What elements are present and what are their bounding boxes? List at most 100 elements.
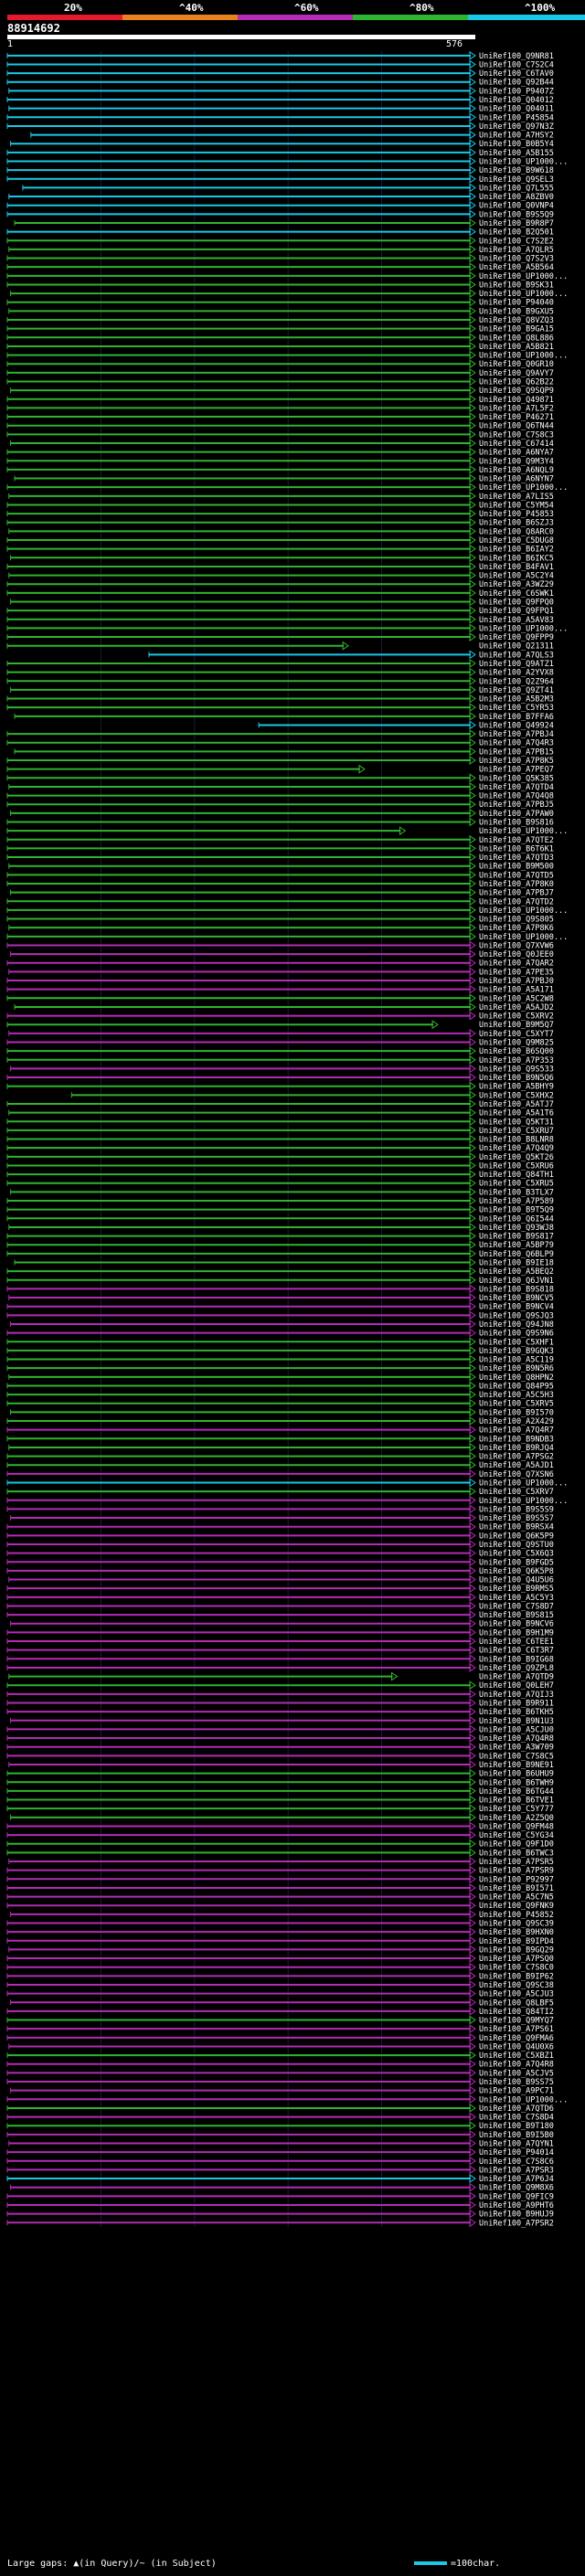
hit-arrow — [469, 1108, 476, 1118]
legend-label-100: ^100% — [525, 2, 556, 14]
hit-label: UniRef100_A7PBJ7 — [479, 889, 554, 898]
hit-row: UniRef100_C7S8D4 — [6, 2112, 554, 2123]
hit-row: UniRef100_B9IE18 — [14, 1257, 554, 1268]
hit-label: UniRef100_A7Q4R8 — [479, 2061, 554, 2070]
hit-row: UniRef100_Q6I544 — [6, 1214, 554, 1224]
hit-label: UniRef100_Q6K5P9 — [479, 1532, 554, 1541]
hit-label: UniRef100_UP1000... — [479, 352, 568, 361]
hit-row: UniRef100_P45854 — [6, 112, 554, 122]
hit-label: UniRef100_Q9ZT41 — [479, 686, 554, 695]
hit-row: UniRef100_C7S8C6 — [6, 2156, 554, 2167]
hit-arrow — [469, 667, 476, 677]
hit-arrow — [469, 270, 476, 281]
hit-row: UniRef100_C7S8C5 — [6, 1751, 554, 1761]
hit-row: UniRef100_UP1000... — [6, 270, 568, 281]
hit-label: UniRef100_B7FFA6 — [479, 713, 554, 722]
hit-label: UniRef100_Q6K5P8 — [479, 1567, 554, 1576]
hit-label: UniRef100_Q9M8X6 — [479, 2184, 554, 2193]
hit-row: UniRef100_Q8VZQ3 — [6, 315, 554, 325]
hit-arrow — [469, 156, 476, 166]
hit-arrow — [469, 280, 476, 290]
hit-row: UniRef100_B9HXN0 — [6, 1927, 554, 1937]
hit-row: UniRef100_B9M500 — [8, 861, 554, 872]
hit-row: UniRef100_A5B821 — [6, 342, 554, 352]
hit-label: UniRef100_A7QTD3 — [479, 853, 554, 863]
hit-row: UniRef100_A9PC71 — [10, 2085, 554, 2096]
hit-row: UniRef100_A6NYN7 — [14, 473, 554, 484]
hit-row: UniRef100_C7S8D7 — [6, 1601, 554, 1611]
hit-label: UniRef100_A7PBJ5 — [479, 800, 554, 810]
hit-arrow — [469, 2059, 476, 2069]
hit-row: UniRef100_B9R8P7 — [14, 218, 554, 228]
hit-arrow — [469, 834, 476, 844]
hit-arrow — [469, 1918, 476, 1928]
hit-arrow — [469, 1090, 476, 1100]
hit-arrow — [469, 1468, 476, 1479]
hit-arrow — [469, 896, 476, 906]
hit-label: UniRef100_B9S818 — [479, 1285, 554, 1294]
hit-label: UniRef100_C7S2C4 — [479, 60, 554, 69]
hit-label: UniRef100_B9SS75 — [479, 2078, 554, 2087]
hit-arrow — [469, 350, 476, 360]
hit-row: UniRef100_Q62B22 — [6, 376, 554, 387]
hit-arrow — [469, 853, 476, 862]
hit-row: UniRef100_A7P8K0 — [6, 879, 554, 889]
hit-label: UniRef100_A7P8K5 — [479, 757, 554, 766]
hit-label: UniRef100_A6NYA7 — [479, 449, 554, 458]
hit-label: UniRef100_A7Q4Q8 — [479, 792, 554, 801]
legend-segment-green — [353, 15, 468, 20]
hit-row: UniRef100_Q21311 — [6, 641, 554, 652]
hit-row: UniRef100_B9T180 — [6, 2121, 554, 2131]
hit-row: UniRef100_UP1000... — [6, 931, 568, 942]
hit-label: UniRef100_Q9S805 — [479, 916, 554, 925]
hit-row: UniRef100_B9N1U3 — [10, 1715, 554, 1726]
hit-arrow — [469, 482, 476, 493]
hit-row: UniRef100_A5AV83 — [6, 614, 554, 625]
hit-arrow — [469, 923, 476, 933]
hit-label: UniRef100_UP1000... — [479, 906, 568, 916]
hit-arrow — [469, 632, 476, 641]
hit-label: UniRef100_P46271 — [479, 413, 554, 422]
hit-arrow — [469, 684, 476, 694]
hit-row: UniRef100_A2YVX8 — [6, 667, 554, 678]
hit-label: UniRef100_Q04011 — [479, 105, 554, 114]
hit-label: UniRef100_Q5K385 — [479, 774, 554, 783]
hit-row: UniRef100_Q9S533 — [10, 1064, 554, 1074]
hit-arrow — [469, 1513, 476, 1522]
hit-arrow — [469, 1548, 476, 1558]
hit-arrow — [469, 1618, 476, 1628]
hit-row: UniRef100_C67414 — [10, 439, 554, 449]
hit-row: UniRef100_A5CJU0 — [6, 1724, 554, 1734]
hit-row: UniRef100_Q9MYQ7 — [6, 2015, 554, 2026]
hit-arrow — [469, 1178, 476, 1188]
hit-row: UniRef100_B9S5S7 — [10, 1513, 554, 1523]
hit-arrow — [469, 2085, 476, 2095]
hit-label: UniRef100_UP1000... — [479, 827, 568, 836]
hit-arrow — [469, 949, 476, 959]
hit-label: UniRef100_B9N5Q6 — [479, 1074, 554, 1083]
hit-arrow — [469, 1267, 476, 1277]
hit-row: UniRef100_A7QTE2 — [6, 834, 554, 845]
hit-label: UniRef100_C5X6Q3 — [479, 1550, 554, 1559]
hit-label: UniRef100_A2X429 — [479, 1417, 554, 1426]
hit-arrow — [469, 1698, 476, 1708]
hit-label: UniRef100_A7Q4R7 — [479, 1426, 554, 1436]
hit-label: UniRef100_C7S8C0 — [479, 1964, 554, 1973]
hit-label: UniRef100_Q9SQP9 — [479, 387, 554, 396]
hit-row: UniRef100_Q0LEH7 — [6, 1680, 554, 1691]
hit-label: UniRef100_A7QAR2 — [479, 959, 554, 969]
hit-arrow — [469, 808, 476, 818]
hit-label: UniRef100_B9SK31 — [479, 281, 554, 290]
hit-arrow — [469, 227, 476, 237]
hit-arrow — [469, 1751, 476, 1761]
hit-arrow — [469, 1935, 476, 1945]
hit-row: UniRef100_Q9ZT41 — [10, 684, 554, 695]
hit-arrow — [469, 993, 476, 1003]
hit-label: UniRef100_Q9SEL3 — [479, 175, 554, 185]
hit-arrow — [469, 1381, 476, 1391]
hit-row: UniRef100_Q9NR81 — [6, 50, 554, 61]
hit-label: UniRef100_A7PS61 — [479, 2025, 554, 2034]
hit-label: UniRef100_B9S5Q9 — [479, 210, 554, 219]
hit-label: UniRef100_B2Q501 — [479, 228, 554, 238]
hit-row: UniRef100_A2Z5Q0 — [10, 1812, 554, 1823]
